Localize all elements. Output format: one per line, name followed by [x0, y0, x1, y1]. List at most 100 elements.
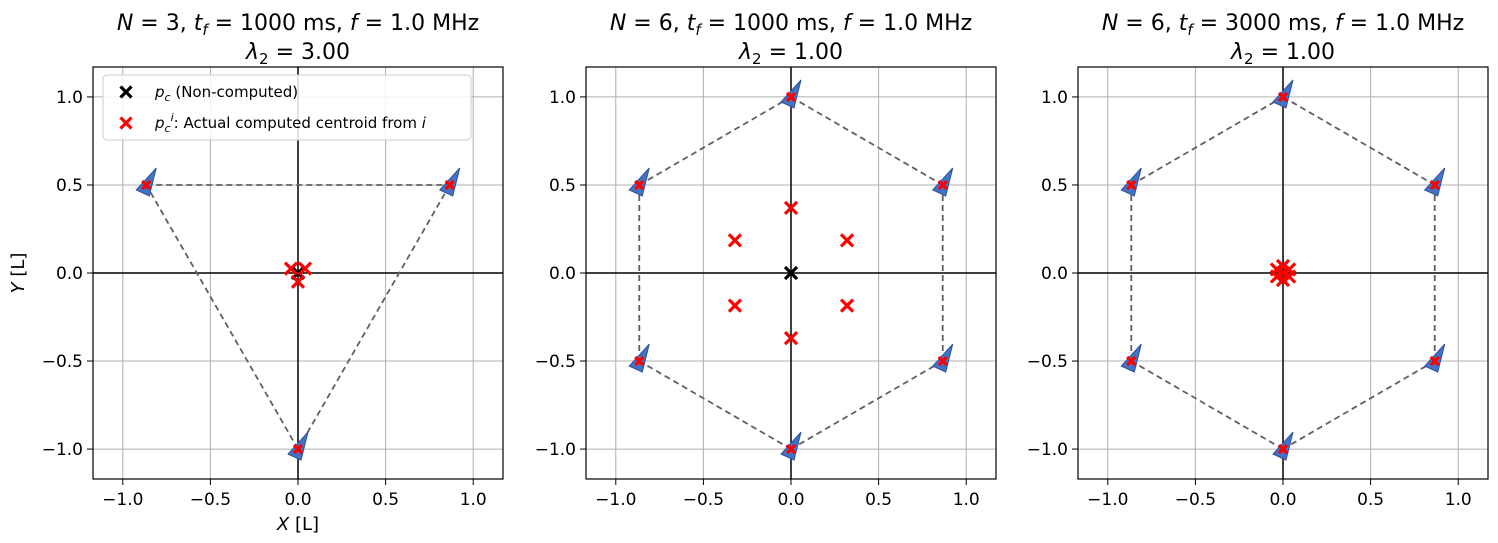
x-tick-label: 0.0	[777, 490, 804, 510]
text-span: 2	[752, 50, 762, 68]
x-tick-label: 0.5	[1357, 490, 1384, 510]
text-span: =	[269, 40, 301, 65]
agent-local-centroid-marker	[292, 443, 304, 455]
x-tick-label: −1.0	[595, 490, 636, 510]
text-span: =	[1193, 11, 1225, 36]
text-span: ,	[673, 11, 687, 36]
x-tick-label: 1.0	[1445, 490, 1472, 510]
text-span: λ	[738, 40, 752, 65]
agent-marker	[931, 167, 954, 197]
text-span: (Non-computed)	[171, 83, 299, 101]
computed-centroid-marker	[290, 274, 306, 289]
text-span: 3	[166, 11, 180, 36]
agent-local-centroid-marker	[1126, 355, 1137, 367]
text-span: 1.00	[794, 40, 843, 65]
text-span: N	[117, 11, 133, 36]
formation-edge	[638, 96, 792, 186]
text-span: f	[843, 11, 854, 36]
text-span: p	[154, 114, 165, 132]
x-tick-label: −0.5	[1175, 490, 1216, 510]
text-span: [L]	[289, 514, 319, 535]
y-tick-label: 1.0	[56, 88, 83, 108]
text-span: 3.00	[301, 40, 350, 65]
text-span: f	[350, 11, 361, 36]
chart-title-line2: λ2 = 3.00	[245, 40, 350, 68]
text-span: 1000	[240, 11, 296, 36]
text-span: : Actual computed centroid from	[174, 114, 422, 132]
agent-marker	[628, 167, 650, 197]
formation-edge	[1130, 360, 1284, 450]
text-span: =	[1118, 11, 1150, 36]
text-span: f	[1187, 21, 1195, 39]
computed-centroid-marker	[297, 261, 313, 276]
agent-local-centroid-marker	[1429, 355, 1440, 367]
agent-local-centroid-marker	[1277, 443, 1289, 455]
y-tick-label: −0.5	[42, 352, 83, 372]
agent-marker	[287, 431, 309, 461]
legend-true-centroid-label: pc (Non-computed)	[154, 83, 298, 104]
text-span: 3000	[1225, 11, 1281, 36]
text-span: c	[165, 91, 171, 104]
formation-edge	[1282, 360, 1436, 450]
y-tick-label: −1.0	[535, 440, 576, 460]
text-span: X	[276, 514, 290, 535]
text-span: t	[1179, 11, 1189, 36]
legend-actual-centroid-marker	[119, 116, 133, 130]
agent-local-centroid-marker	[1126, 179, 1137, 191]
chart-panel-1: −1.0 1.0 −0.5 0.5 0.0 0.0 0.5 −0.5 1.0 −1.0 N = 3,…	[8, 11, 504, 535]
text-span: f	[695, 21, 703, 39]
agent-marker	[1120, 343, 1142, 373]
agent-local-centroid-marker	[785, 443, 797, 455]
computed-centroid-marker	[283, 261, 299, 276]
text-span: t	[687, 11, 697, 36]
text-span: 1.0	[1375, 11, 1410, 36]
computed-centroid-marker	[839, 298, 855, 313]
text-span: i	[171, 111, 174, 124]
chart-title-line2: λ2 = 1.00	[1230, 40, 1335, 68]
text-span: =	[701, 11, 733, 36]
agent-marker	[931, 343, 954, 373]
agent-local-centroid-marker	[444, 179, 455, 191]
agent-local-centroid-marker	[937, 179, 948, 191]
computed-centroid-marker	[783, 200, 799, 215]
chart-panel-3: −1.0 1.0 −0.5 0.5 0.0 0.0 0.5 −0.5 1.0 −1.0 N = 6,…	[1027, 11, 1489, 510]
agent-marker	[780, 431, 802, 461]
formation-edge	[1282, 96, 1436, 186]
agent-marker	[438, 167, 461, 197]
text-span: [L]	[8, 253, 29, 283]
x-tick-label: 0.5	[865, 490, 892, 510]
agent-marker	[135, 167, 157, 197]
text-span: i	[422, 114, 427, 132]
agent-local-centroid-marker	[634, 179, 645, 191]
text-span: λ	[1230, 40, 1244, 65]
agent-local-centroid-marker	[1429, 179, 1440, 191]
agent-marker	[1272, 431, 1294, 461]
y-tick-label: 0.5	[1041, 176, 1068, 196]
y-tick-label: 0.0	[56, 264, 83, 284]
agent-local-centroid-marker	[634, 355, 645, 367]
agent-marker	[1423, 343, 1446, 373]
text-span: ms,	[1281, 11, 1335, 36]
x-tick-label: −1.0	[1087, 490, 1128, 510]
text-span: N	[610, 11, 626, 36]
computed-centroid-marker	[1269, 262, 1285, 277]
text-span: ,	[1165, 11, 1179, 36]
chart-title-line1: N = 6, tf = 3000 ms, f = 1.0 MHz	[1102, 11, 1464, 39]
text-span: 6	[1151, 11, 1165, 36]
text-span: 1.00	[1286, 40, 1335, 65]
text-span: MHz	[1410, 11, 1464, 36]
text-span: =	[1254, 40, 1286, 65]
text-span: =	[762, 40, 794, 65]
agent-local-centroid-marker	[1277, 91, 1289, 103]
formation-edge	[790, 96, 944, 186]
y-tick-label: 0.0	[549, 264, 576, 284]
text-span: Y	[8, 280, 29, 293]
text-span: c	[165, 122, 171, 135]
y-tick-label: −0.5	[535, 352, 576, 372]
text-span: =	[133, 11, 165, 36]
agent-marker	[780, 79, 802, 109]
computed-centroid-marker	[727, 233, 743, 248]
text-span: 1.0	[883, 11, 918, 36]
formation-edge	[145, 184, 299, 450]
y-tick-label: −1.0	[1027, 440, 1068, 460]
